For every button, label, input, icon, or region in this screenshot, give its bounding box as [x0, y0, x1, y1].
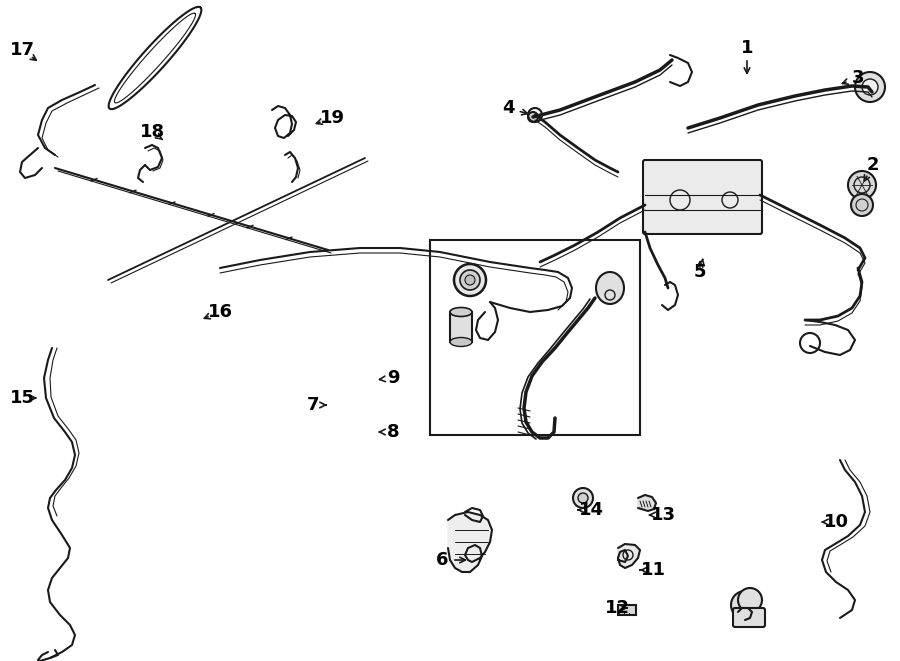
Circle shape: [573, 488, 593, 508]
Text: 17: 17: [10, 41, 34, 59]
Circle shape: [465, 275, 475, 285]
Text: 2: 2: [867, 156, 879, 174]
Polygon shape: [638, 495, 656, 511]
Ellipse shape: [450, 338, 472, 346]
Bar: [430, 240, 640, 435]
Circle shape: [738, 588, 762, 612]
Text: 1: 1: [741, 39, 753, 57]
Ellipse shape: [596, 272, 624, 304]
Text: 6: 6: [436, 551, 448, 569]
Polygon shape: [448, 512, 492, 572]
Text: 4: 4: [502, 99, 514, 117]
Bar: [618, 605, 636, 615]
Circle shape: [848, 171, 876, 199]
Circle shape: [862, 79, 878, 95]
Circle shape: [460, 270, 480, 290]
Text: 19: 19: [320, 109, 345, 127]
Text: 3: 3: [851, 69, 864, 87]
Text: 5: 5: [694, 263, 706, 281]
Text: 15: 15: [10, 389, 34, 407]
FancyBboxPatch shape: [643, 160, 762, 234]
Circle shape: [454, 264, 486, 296]
Circle shape: [855, 72, 885, 102]
Ellipse shape: [450, 307, 472, 317]
FancyBboxPatch shape: [733, 608, 765, 627]
Text: 10: 10: [824, 513, 849, 531]
Polygon shape: [618, 544, 640, 568]
Circle shape: [528, 112, 538, 122]
Circle shape: [578, 493, 588, 503]
Circle shape: [731, 591, 759, 619]
Text: 7: 7: [307, 396, 320, 414]
Text: 14: 14: [579, 501, 604, 519]
Text: 11: 11: [641, 561, 665, 579]
Text: 13: 13: [651, 506, 676, 524]
Text: 12: 12: [605, 599, 629, 617]
Text: 16: 16: [208, 303, 232, 321]
Bar: [450, 312, 472, 342]
Text: 9: 9: [387, 369, 400, 387]
Circle shape: [851, 194, 873, 216]
Text: 8: 8: [387, 423, 400, 441]
Text: 18: 18: [140, 123, 165, 141]
